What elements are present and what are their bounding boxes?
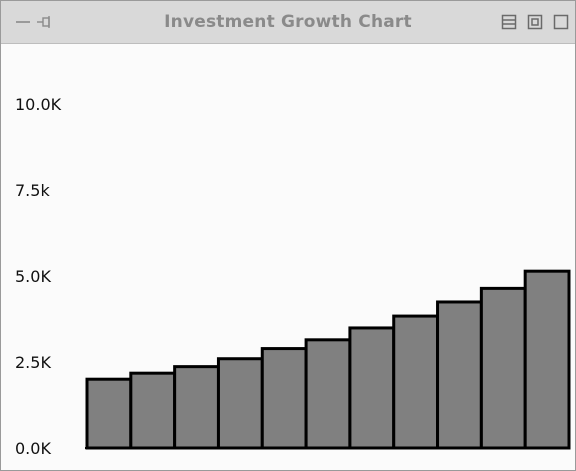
bar <box>304 338 352 450</box>
pin-icon[interactable] <box>37 14 53 30</box>
bar <box>173 365 220 450</box>
bar-chart: 0.0K 2.5K 5.0K 7.5k 10.0K <box>15 95 571 458</box>
maximize-icon[interactable] <box>553 14 569 30</box>
bar <box>479 286 527 450</box>
shade-icon[interactable] <box>501 14 517 30</box>
bar <box>129 371 177 450</box>
title-bar[interactable]: Investment Growth Chart <box>1 1 575 44</box>
bar <box>523 269 571 450</box>
bar <box>216 357 264 450</box>
bar <box>85 377 133 450</box>
y-tick-label: 7.5k <box>15 181 50 200</box>
chart-area: 0.0K 2.5K 5.0K 7.5k 10.0K <box>1 44 575 470</box>
y-tick-label: 2.5K <box>15 353 51 372</box>
y-tick-label: 0.0K <box>15 439 51 458</box>
restore-icon[interactable] <box>527 14 543 30</box>
title-bar-right-controls <box>501 1 569 43</box>
y-tick-label: 10.0K <box>15 95 62 114</box>
window-title: Investment Growth Chart <box>164 12 412 32</box>
minimize-dash-icon[interactable] <box>15 14 31 30</box>
bar <box>348 326 396 450</box>
bar <box>392 314 440 450</box>
bar <box>260 347 308 450</box>
title-bar-left-controls <box>15 1 53 43</box>
y-tick-label: 5.0K <box>15 267 51 286</box>
bar <box>436 300 483 450</box>
